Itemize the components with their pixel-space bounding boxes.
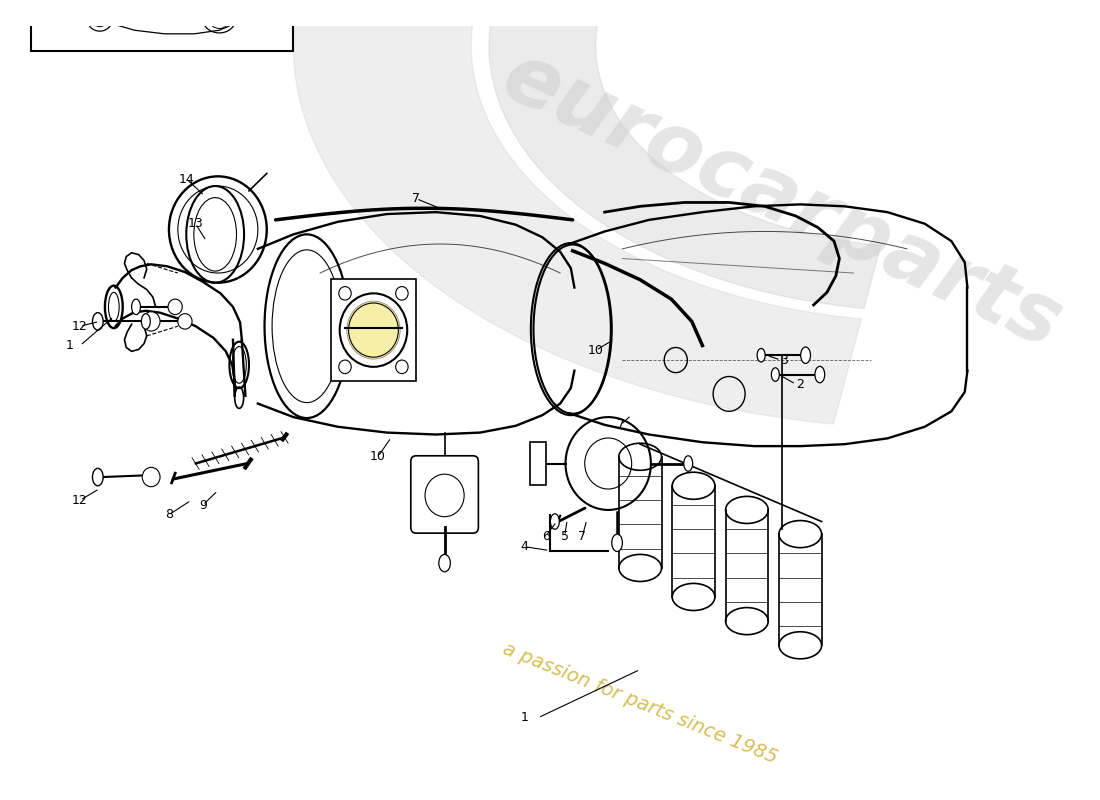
Text: 10: 10 [370, 450, 386, 463]
Bar [331, 279, 416, 381]
Circle shape [346, 301, 400, 359]
Circle shape [168, 299, 183, 314]
Text: 2: 2 [796, 378, 804, 390]
Circle shape [178, 314, 192, 329]
Text: 3: 3 [780, 354, 789, 366]
Text: 5: 5 [561, 530, 569, 542]
Text: 8: 8 [165, 508, 173, 522]
Circle shape [142, 312, 161, 331]
FancyBboxPatch shape [410, 456, 478, 533]
Text: 10: 10 [587, 344, 604, 357]
Ellipse shape [612, 534, 623, 551]
Ellipse shape [757, 349, 766, 362]
Circle shape [339, 360, 351, 374]
Text: 1: 1 [65, 339, 74, 352]
Ellipse shape [92, 313, 103, 330]
Ellipse shape [684, 456, 693, 471]
Text: 7: 7 [579, 530, 586, 542]
Text: 4: 4 [520, 540, 529, 553]
Polygon shape [294, 0, 861, 424]
Text: 1: 1 [520, 711, 529, 724]
Text: 7: 7 [412, 192, 420, 205]
Circle shape [396, 286, 408, 300]
Text: a passion for parts since 1985: a passion for parts since 1985 [500, 639, 780, 767]
Text: 6: 6 [542, 530, 550, 542]
Text: eurocarparts: eurocarparts [491, 35, 1075, 366]
Polygon shape [490, 0, 881, 309]
Circle shape [339, 286, 351, 300]
Ellipse shape [92, 468, 103, 486]
Circle shape [142, 467, 161, 486]
Bar [530, 442, 546, 485]
Text: 12: 12 [73, 320, 88, 333]
Ellipse shape [771, 368, 780, 382]
Ellipse shape [439, 554, 450, 572]
Ellipse shape [815, 366, 825, 382]
Text: 12: 12 [73, 494, 88, 506]
Ellipse shape [142, 314, 151, 329]
Text: 13: 13 [188, 218, 204, 230]
Ellipse shape [550, 514, 559, 530]
Circle shape [396, 360, 408, 374]
Bar [31, 0, 294, 50]
Text: 7: 7 [617, 418, 625, 431]
Ellipse shape [132, 299, 141, 314]
Text: 9: 9 [199, 498, 207, 511]
Text: 14: 14 [179, 173, 195, 186]
Ellipse shape [801, 347, 811, 363]
